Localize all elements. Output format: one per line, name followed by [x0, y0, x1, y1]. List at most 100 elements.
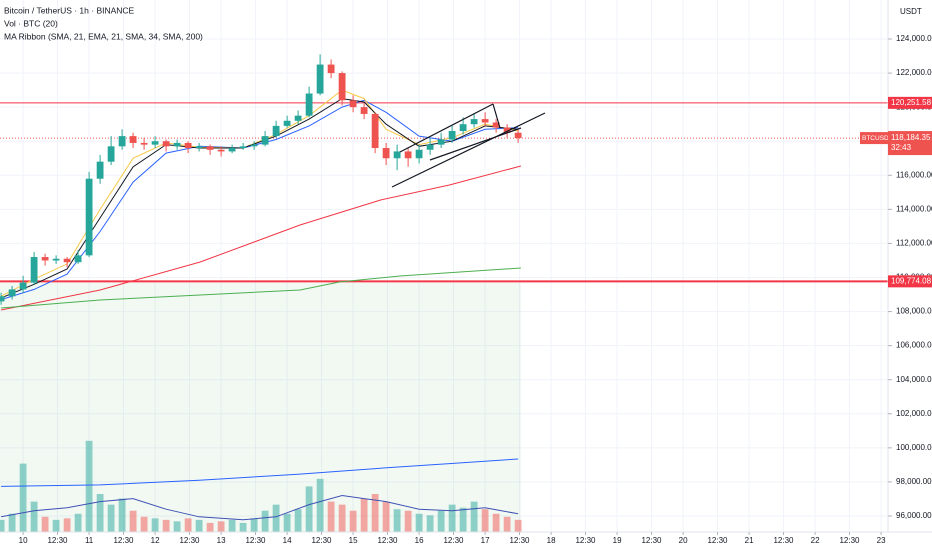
volume-ma-line — [1, 458, 519, 487]
x-tick-label: 14 — [283, 536, 292, 545]
x-tick-label: 18 — [547, 536, 556, 545]
candle-body — [96, 161, 104, 179]
volume-bar — [52, 519, 60, 532]
candle-body — [41, 257, 49, 261]
y-tick-label: 114,000.00 — [896, 204, 932, 213]
volume-bar — [470, 501, 478, 532]
volume-bar — [437, 510, 445, 532]
x-tick-label: 12:30 — [245, 536, 266, 545]
volume-bar — [8, 513, 16, 532]
last-price-label: 118,184.35 — [891, 133, 931, 142]
volume-bar — [250, 518, 258, 532]
candle-body — [173, 142, 181, 147]
volume-bar — [272, 504, 280, 532]
volume-bar — [217, 521, 225, 532]
candle-body — [426, 144, 434, 150]
level-label: 120,251.58 — [891, 98, 932, 107]
candle-body — [492, 122, 500, 128]
candle-body — [162, 141, 170, 147]
candle-body — [30, 257, 38, 283]
x-tick-label: 12:30 — [839, 536, 860, 545]
volume-bar — [74, 513, 82, 532]
volume-bar — [481, 509, 489, 532]
volume-bar — [305, 486, 313, 532]
x-tick-label: 11 — [85, 536, 94, 545]
volume-bar — [30, 501, 38, 532]
candle-body — [448, 130, 456, 140]
volume-bar — [239, 522, 247, 532]
candle-body — [129, 136, 137, 143]
candle-body — [239, 146, 247, 149]
x-tick-label: 12:30 — [773, 536, 794, 545]
volume-bar — [129, 510, 137, 532]
x-tick-label: 12:30 — [311, 536, 332, 545]
volume-bar — [195, 519, 203, 532]
grid — [0, 0, 888, 532]
price-levels — [0, 102, 888, 283]
currency-label: USDT — [900, 7, 922, 16]
x-tick-label: 19 — [613, 536, 622, 545]
x-tick-label: 10 — [19, 536, 28, 545]
axes: 96,000.00 98,000.00 100,000.00 102,000.00 10… — [19, 34, 932, 545]
candle-body — [327, 64, 335, 74]
x-tick-label: 12:30 — [47, 536, 68, 545]
candle-body — [151, 141, 159, 145]
volume-bar — [206, 522, 214, 532]
volume-ma-line — [1, 494, 519, 521]
candle-body — [404, 151, 412, 159]
volume-bar — [371, 494, 379, 532]
candle-body — [52, 258, 60, 261]
candle-body — [459, 124, 467, 131]
y-tick-label: 124,000.00 — [896, 34, 932, 43]
candle-body — [118, 136, 126, 147]
candle-body — [382, 148, 390, 159]
candle-body — [228, 148, 236, 152]
volume-bar — [228, 519, 236, 532]
volume-bar — [426, 515, 434, 532]
volume-bar — [118, 498, 126, 532]
candle-body — [514, 132, 522, 139]
candle-body — [415, 149, 423, 159]
volume-bar — [503, 516, 511, 532]
candle-body — [85, 178, 93, 256]
volume-bar — [261, 510, 269, 532]
x-tick-label: 16 — [415, 536, 424, 545]
candle-body — [294, 115, 302, 121]
candle-body — [261, 136, 269, 145]
candle-body — [360, 107, 368, 114]
trend-channel — [391, 103, 546, 188]
candle-body — [272, 125, 280, 137]
volume-bar — [393, 509, 401, 532]
y-tick-label: 98,000.00 — [896, 477, 932, 486]
last-price-box — [888, 131, 932, 156]
y-tick-label: 112,000.00 — [896, 239, 932, 248]
y-tick-label: 102,000.00 — [896, 409, 932, 418]
chart-title: Bitcoin / TetherUS · 1h · BINANCE — [4, 5, 135, 15]
x-tick-label: 12:30 — [179, 536, 200, 545]
x-tick-label: 12:30 — [707, 536, 728, 545]
y-tick-label: 96,000.00 — [896, 511, 932, 520]
volume-label: Vol · BTC (20) — [4, 18, 58, 28]
level-label-box — [888, 275, 932, 288]
volume-bar — [492, 513, 500, 532]
volume-bar — [459, 507, 467, 532]
x-tick-label: 21 — [745, 536, 754, 545]
y-tick-label: 116,000.00 — [896, 170, 932, 179]
y-tick-label: 122,000.00 — [896, 68, 932, 77]
volume-bar — [360, 498, 368, 532]
candle-body — [437, 139, 445, 145]
volume-bar — [162, 519, 170, 532]
candles — [0, 54, 522, 305]
candle-body — [184, 142, 192, 149]
volume-bar — [448, 504, 456, 532]
volume-bar — [283, 513, 291, 532]
candle-body — [107, 146, 115, 162]
x-tick-label: 12:30 — [641, 536, 662, 545]
volume-bar — [63, 518, 71, 532]
x-tick-label: 12:30 — [113, 536, 134, 545]
volume-bar — [41, 516, 49, 532]
indicator-label: MA Ribbon (SMA, 21, EMA, 21, SMA, 34, SM… — [4, 31, 203, 41]
range-highlight — [0, 283, 521, 532]
x-tick-label: 12 — [151, 536, 160, 545]
channel-line — [429, 127, 522, 161]
